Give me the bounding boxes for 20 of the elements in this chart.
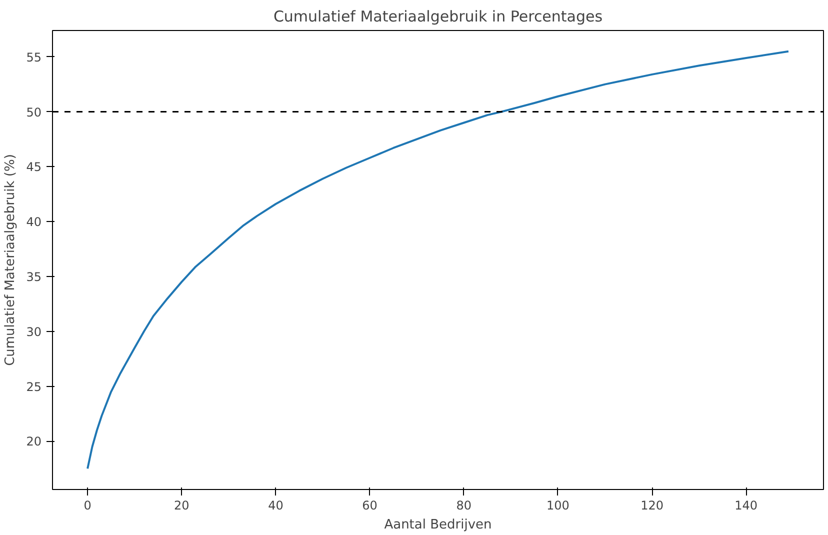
y-tick-label: 25 [26, 380, 42, 394]
y-tick-label: 35 [26, 270, 42, 284]
y-tick-label: 30 [26, 324, 42, 339]
x-tick-label: 40 [268, 498, 284, 512]
y-tick-label: 45 [26, 160, 42, 174]
y-tick-label: 55 [26, 50, 42, 64]
x-tick-label: 60 [362, 498, 378, 512]
x-tick-label: 80 [456, 498, 472, 512]
x-tick-label: 140 [734, 498, 758, 512]
x-tick-label: 120 [640, 498, 664, 512]
line-series [86, 50, 790, 470]
y-tick-label: 20 [26, 434, 42, 449]
x-tick-label: 20 [174, 498, 190, 512]
y-axis-title: Cumulatief Materiaalgebruik (%) [3, 154, 18, 366]
x-tick-label: 100 [546, 498, 570, 512]
y-tick-label: 50 [26, 105, 42, 120]
x-tick-label: 0 [84, 498, 92, 512]
y-tick-label: 40 [26, 215, 42, 230]
chart-title: Cumulatief Materiaalgebruik in Percentages [273, 8, 603, 26]
x-axis-title: Aantal Bedrijven [384, 518, 492, 532]
